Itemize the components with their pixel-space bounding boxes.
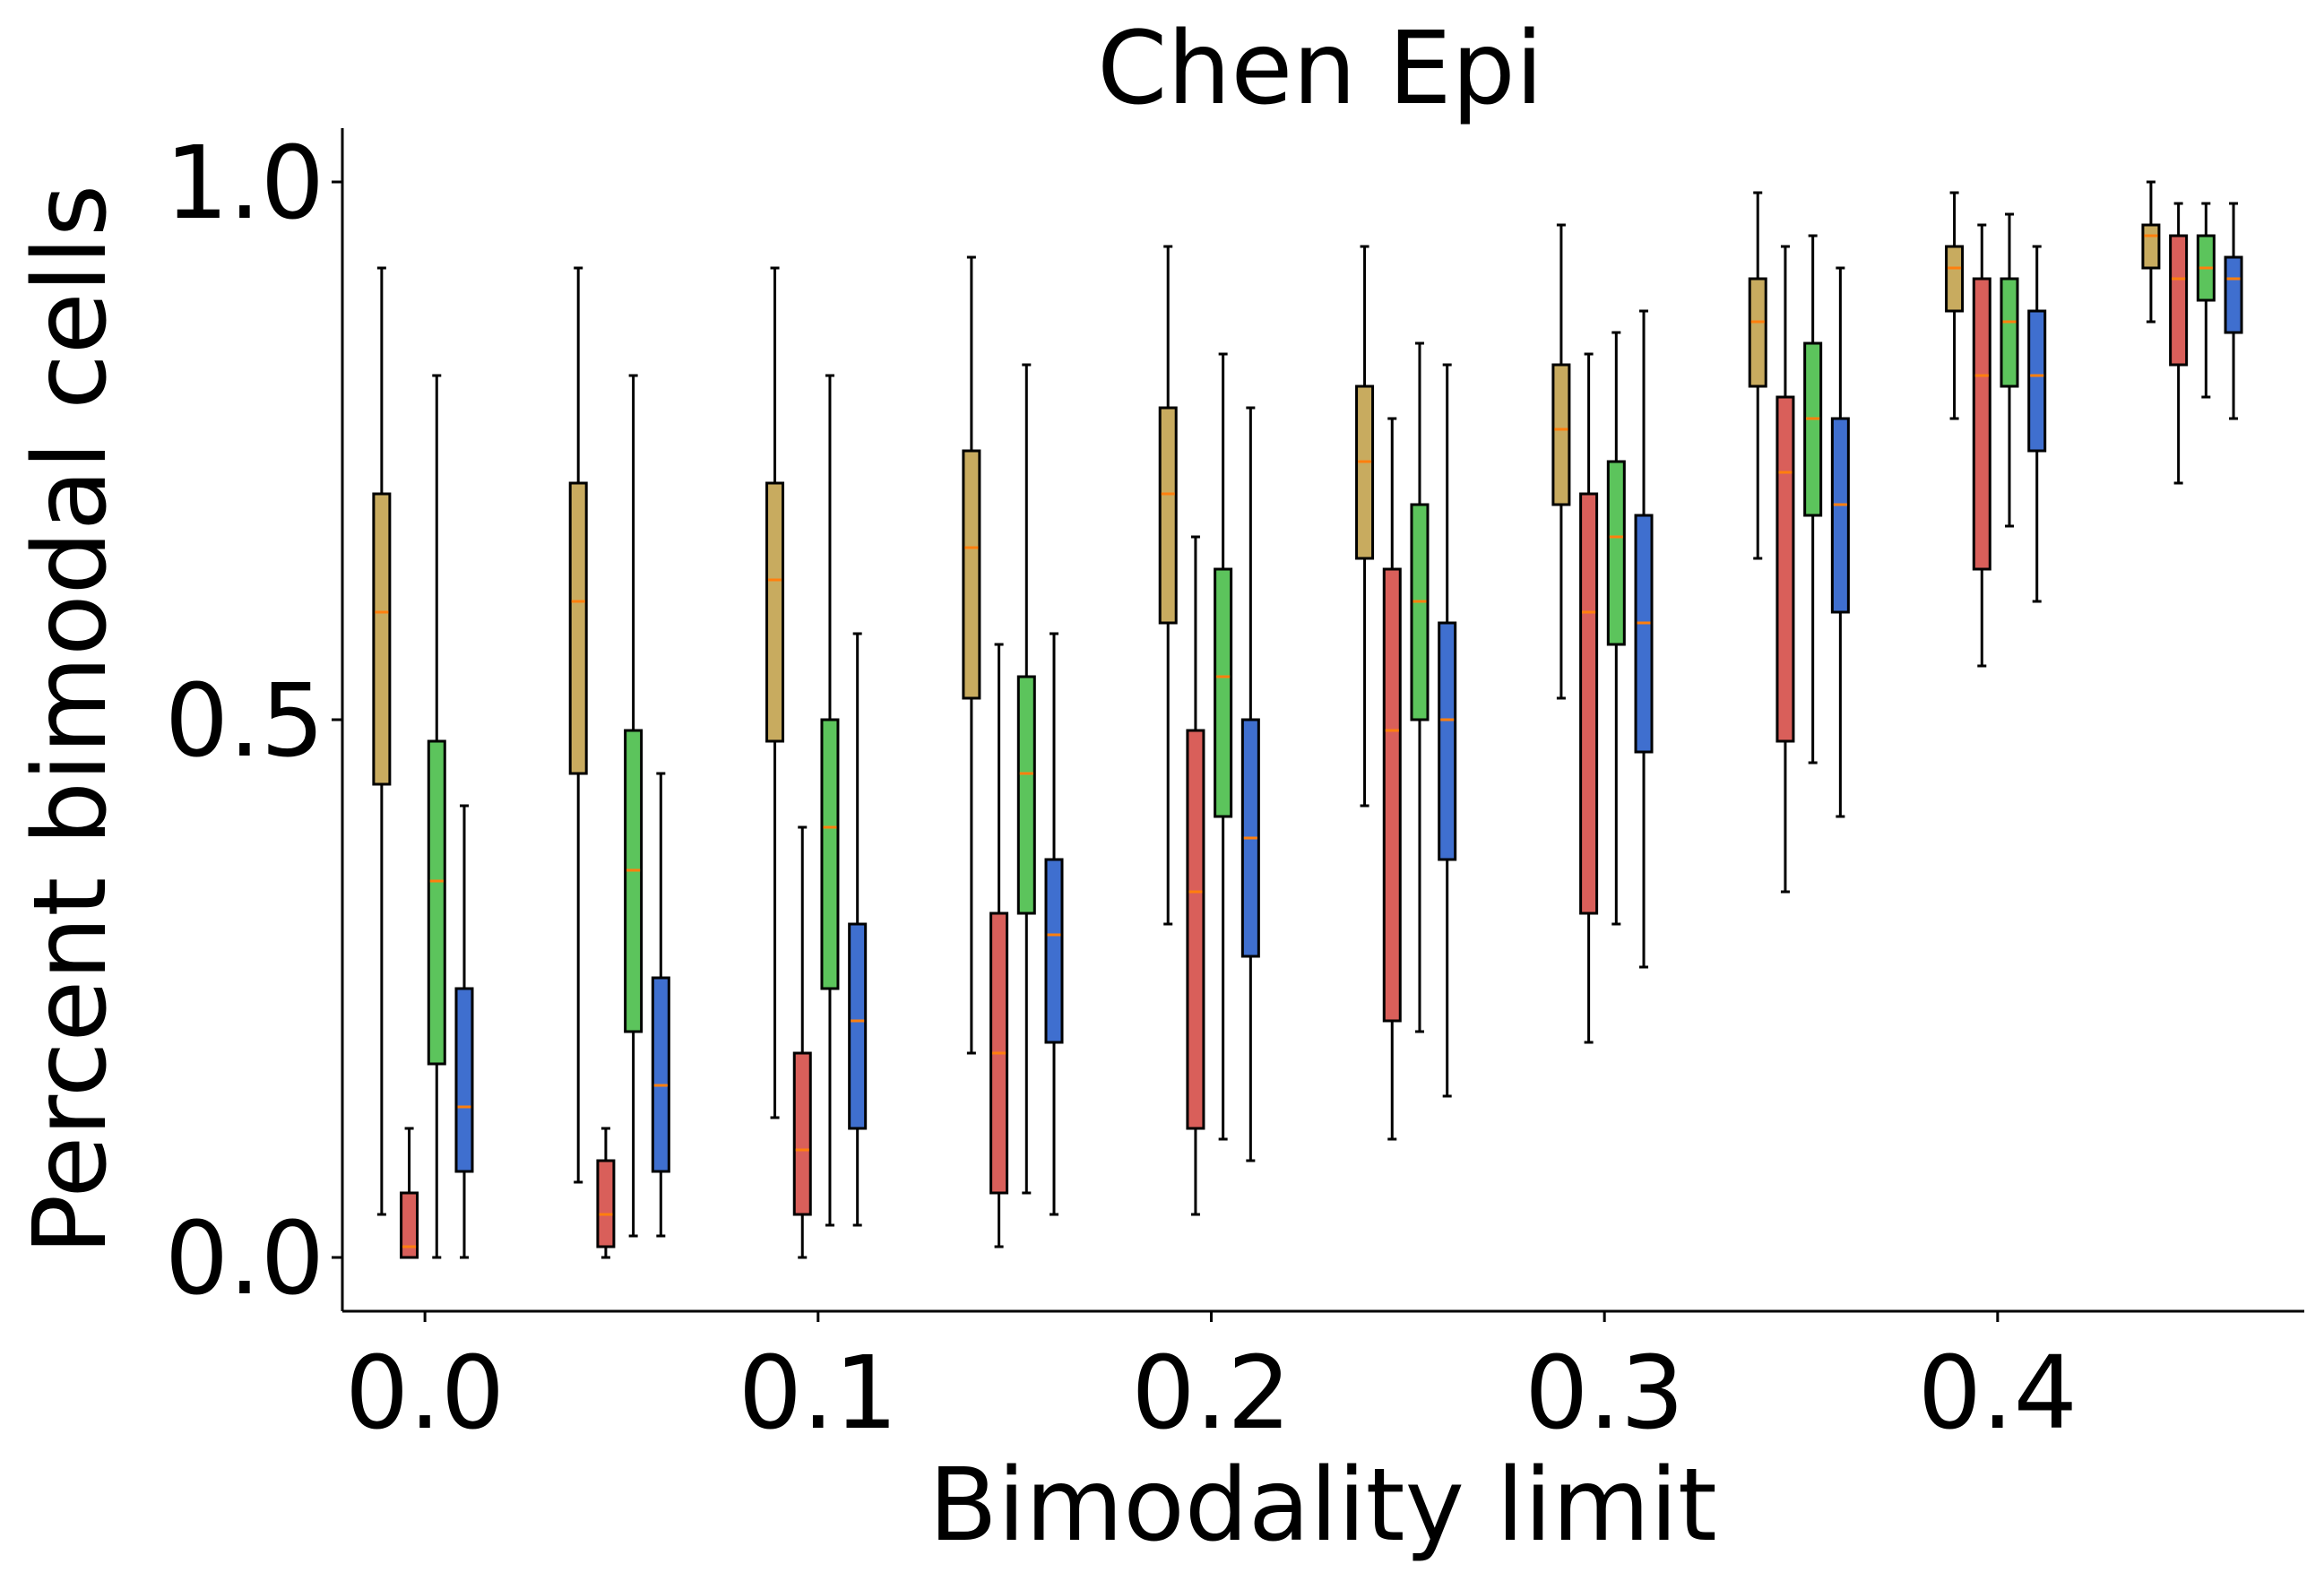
box xyxy=(427,739,446,1066)
box-group xyxy=(1158,245,1178,926)
box-group xyxy=(1830,266,1850,818)
box xyxy=(568,481,588,775)
y-tick-label: 0.5 xyxy=(165,663,324,780)
box xyxy=(2000,277,2019,388)
box-group xyxy=(400,1127,419,1259)
box xyxy=(820,718,840,990)
box-group xyxy=(962,255,981,1055)
box-group xyxy=(820,374,840,1227)
box-group xyxy=(2224,202,2243,420)
box-group xyxy=(427,374,446,1259)
chart-title: Chen Epi xyxy=(1097,11,1543,127)
box xyxy=(1044,858,1064,1044)
box xyxy=(1016,675,1036,915)
box xyxy=(962,449,981,700)
box xyxy=(454,987,474,1173)
box-group xyxy=(2196,202,2216,399)
box xyxy=(1551,363,1571,506)
box-group xyxy=(1775,245,1795,894)
box xyxy=(1410,503,1430,721)
box xyxy=(2224,255,2243,334)
box-group xyxy=(848,632,868,1227)
box-group xyxy=(1945,191,1965,420)
box-group xyxy=(989,643,1009,1248)
box-group xyxy=(1240,406,1260,1162)
box-group xyxy=(568,266,588,1184)
box-group xyxy=(651,772,670,1238)
x-axis-label: Bimodality limit xyxy=(929,1447,1717,1564)
y-tick-label: 1.0 xyxy=(165,125,324,242)
box-group xyxy=(372,266,392,1216)
y-axis-label: Percent bimodal cells xyxy=(13,185,129,1255)
box xyxy=(2141,223,2161,270)
box-group xyxy=(1606,331,1626,926)
box xyxy=(1382,567,1402,1023)
box xyxy=(1438,621,1457,861)
box xyxy=(2027,309,2047,453)
box-group xyxy=(1579,352,1599,1044)
box-group xyxy=(1382,417,1402,1141)
box xyxy=(2169,234,2189,367)
x-tick-label: 0.2 xyxy=(1131,1335,1291,1452)
box xyxy=(1748,277,1767,388)
x-tick-label: 0.4 xyxy=(1918,1335,2078,1452)
box xyxy=(624,729,644,1033)
box-group xyxy=(1748,191,1767,560)
box xyxy=(1355,384,1375,560)
box xyxy=(1158,406,1178,625)
box xyxy=(400,1191,419,1259)
box-group xyxy=(765,266,785,1119)
box xyxy=(1803,341,1823,517)
box-group xyxy=(2000,212,2019,528)
box xyxy=(848,922,868,1130)
box xyxy=(765,481,785,743)
x-tick-label: 0.3 xyxy=(1525,1335,1684,1452)
box xyxy=(1579,492,1599,915)
box-group xyxy=(1186,535,1205,1216)
box xyxy=(1945,245,1965,313)
box-group xyxy=(596,1127,616,1259)
y-axis-ticks: 0.0 0.5 1.0 xyxy=(165,125,342,1318)
box-group xyxy=(792,825,812,1259)
y-tick-label: 0.0 xyxy=(165,1201,324,1318)
box-group xyxy=(2141,180,2161,324)
box xyxy=(651,976,670,1173)
box-group xyxy=(1016,363,1036,1195)
box-group xyxy=(1972,223,1991,668)
box-group xyxy=(1634,309,1654,969)
x-tick-label: 0.0 xyxy=(345,1335,505,1452)
box xyxy=(372,492,392,786)
plot-area xyxy=(372,180,2243,1259)
box-group xyxy=(1214,352,1233,1141)
box xyxy=(1634,514,1654,754)
box xyxy=(1214,567,1233,818)
x-tick-label: 0.1 xyxy=(739,1335,898,1452)
box-group xyxy=(1044,632,1064,1216)
box xyxy=(1606,460,1626,646)
box-group xyxy=(454,804,474,1259)
box-group xyxy=(1355,245,1375,808)
box xyxy=(1830,417,1850,614)
box-group xyxy=(1551,223,1571,700)
box xyxy=(1775,395,1795,743)
box xyxy=(1972,277,1991,571)
box xyxy=(792,1051,812,1216)
box-group xyxy=(1803,234,1823,765)
x-axis-ticks: 0.0 0.1 0.2 0.3 0.4 xyxy=(345,1311,2078,1452)
box-group xyxy=(1410,341,1430,1033)
box-group xyxy=(624,374,644,1238)
box-group xyxy=(2027,245,2047,603)
box-group xyxy=(2169,202,2189,485)
box xyxy=(596,1159,616,1248)
box-group xyxy=(1438,363,1457,1098)
box xyxy=(1186,729,1205,1130)
